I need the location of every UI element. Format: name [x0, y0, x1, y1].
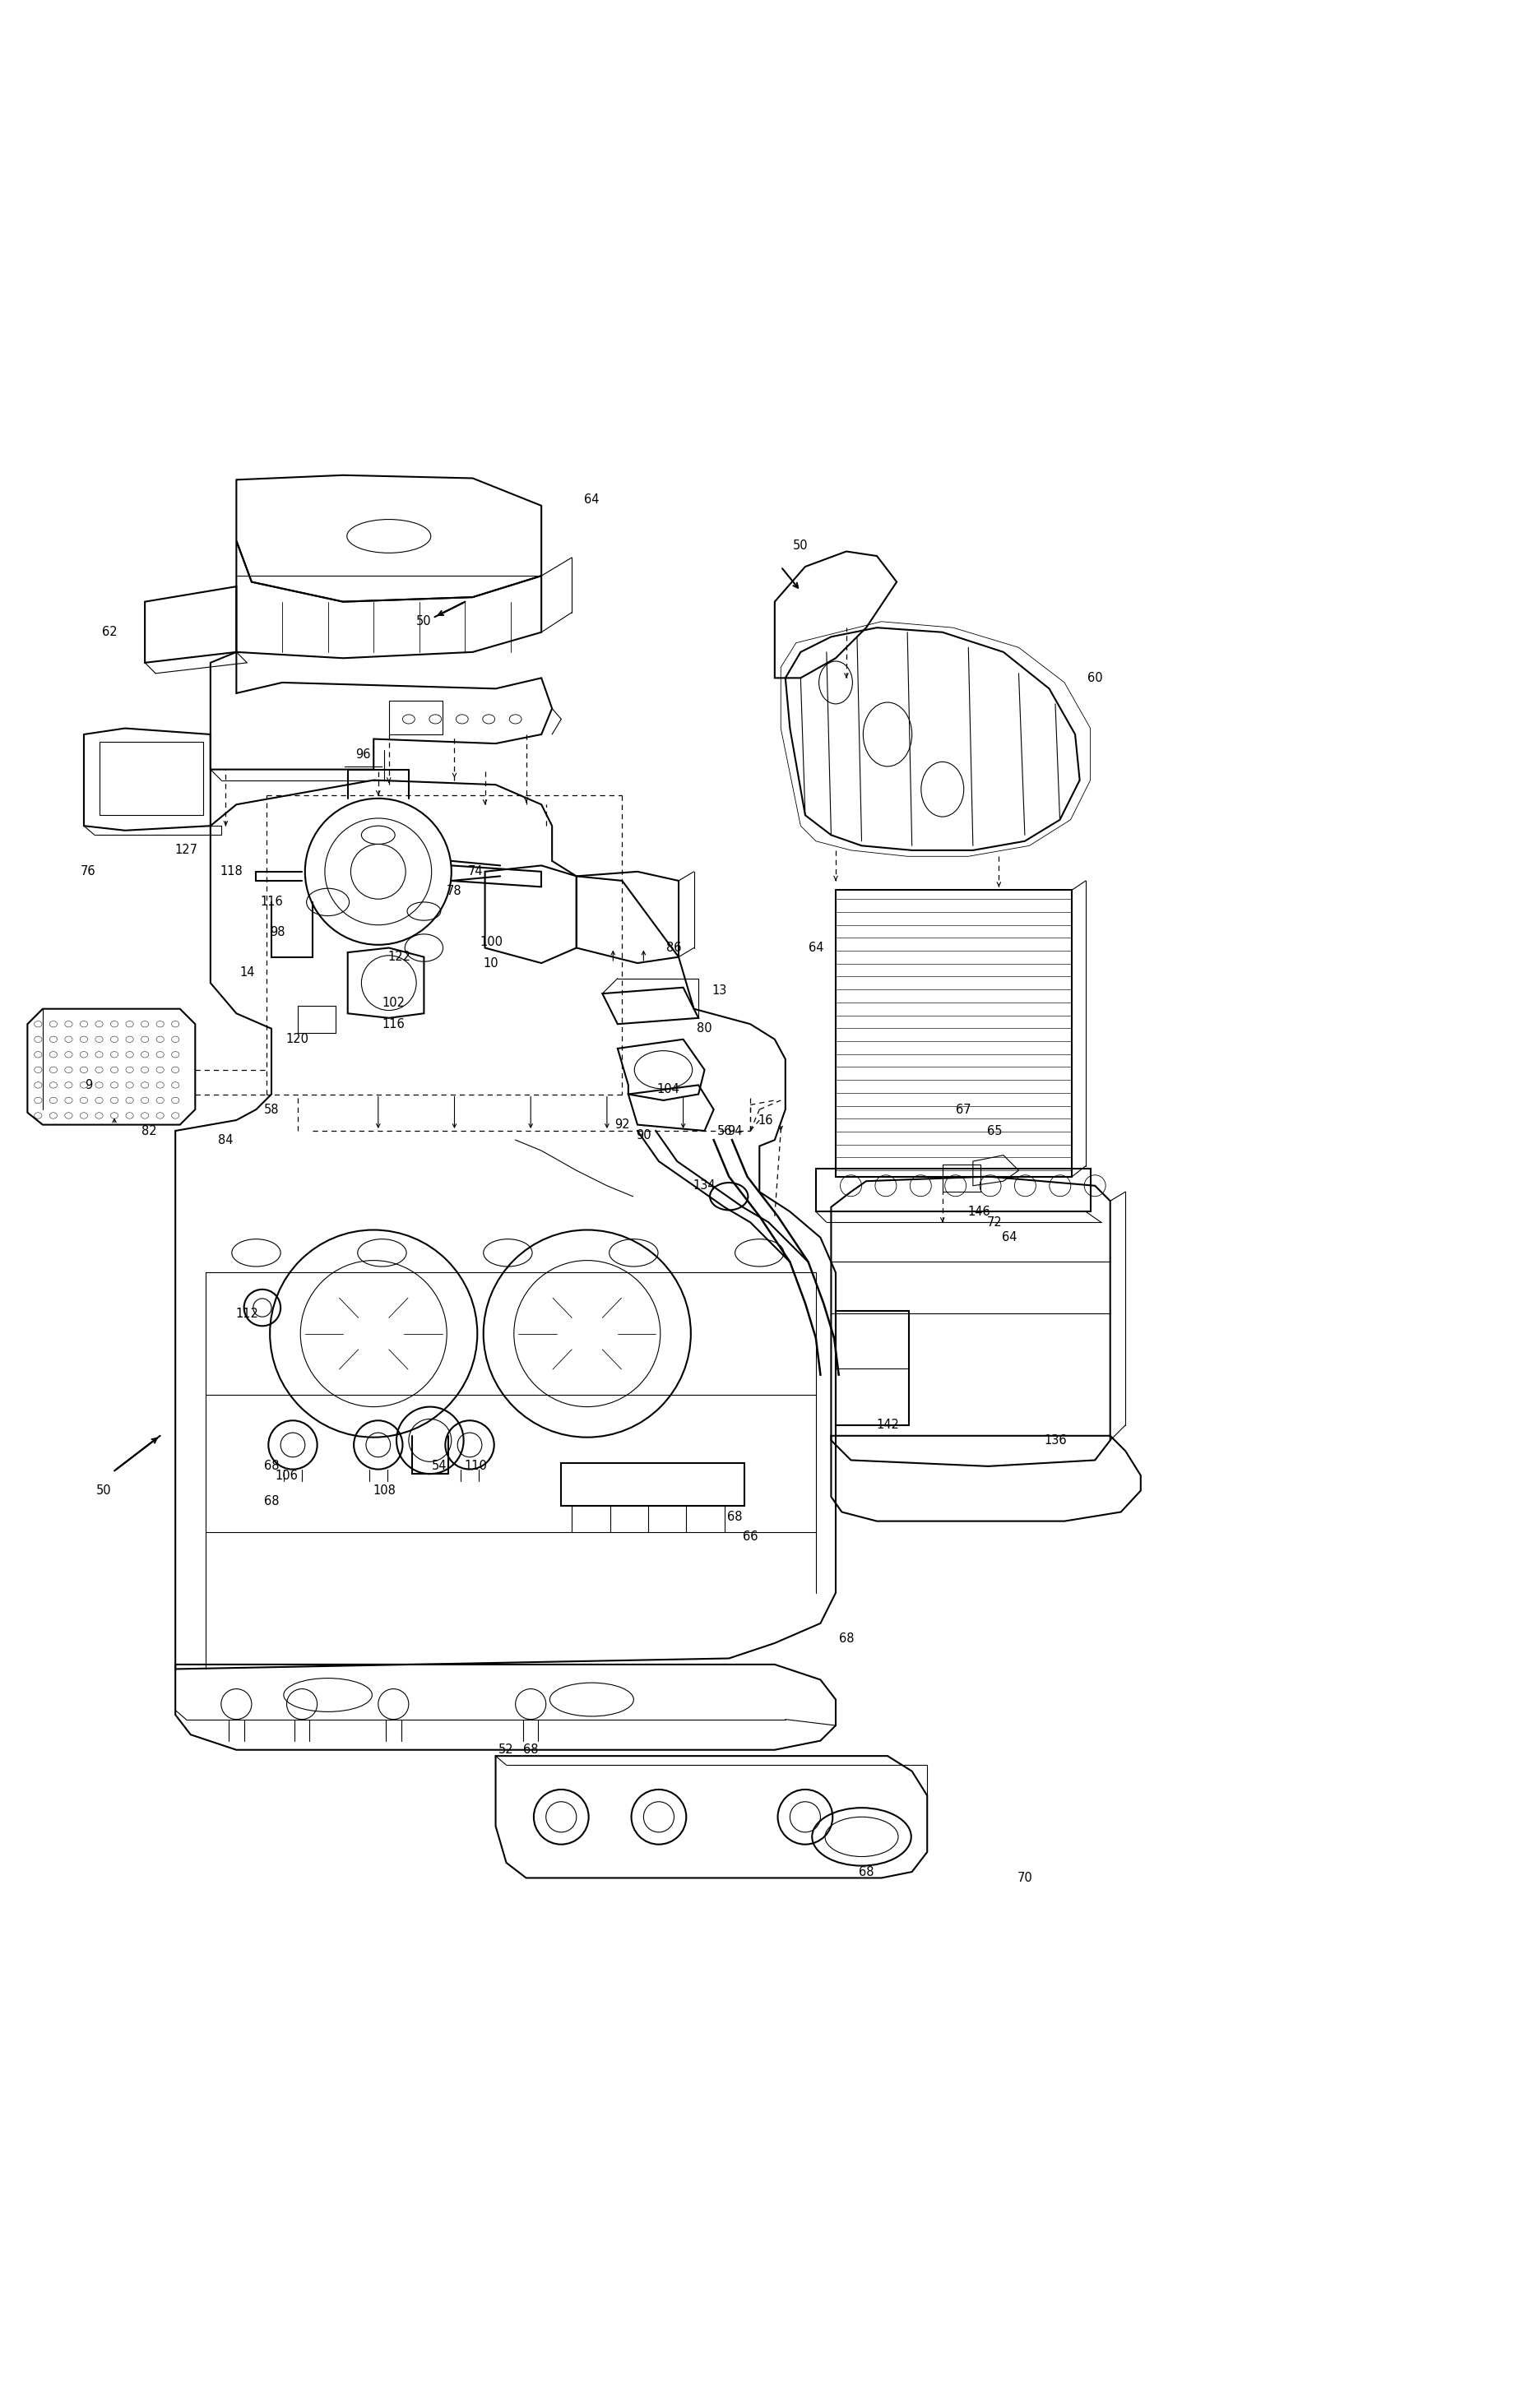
Text: 142: 142	[875, 1418, 900, 1430]
Text: 118: 118	[221, 864, 242, 879]
Text: 65: 65	[987, 1125, 1002, 1137]
Text: 10: 10	[483, 956, 499, 970]
Text: 58: 58	[264, 1103, 279, 1115]
Bar	[297, 1007, 336, 1033]
Text: 68: 68	[839, 1633, 854, 1645]
Text: 52: 52	[499, 1743, 514, 1755]
Text: 120: 120	[285, 1033, 310, 1045]
Text: 110: 110	[464, 1459, 488, 1471]
Text: 50: 50	[416, 616, 432, 628]
Text: 9: 9	[85, 1079, 92, 1091]
Text: 74: 74	[468, 864, 483, 879]
Text: 86: 86	[666, 942, 682, 954]
Text: 14: 14	[239, 966, 255, 978]
Text: 90: 90	[636, 1129, 651, 1141]
Text: 68: 68	[523, 1743, 538, 1755]
Text: 70: 70	[1017, 1871, 1032, 1883]
Text: 68: 68	[859, 1866, 874, 1878]
Text: 94: 94	[727, 1125, 743, 1137]
Text: 106: 106	[274, 1469, 299, 1481]
Text: 56: 56	[717, 1125, 732, 1137]
Bar	[561, 1464, 744, 1505]
Text: 72: 72	[987, 1216, 1002, 1228]
Text: 146: 146	[968, 1206, 990, 1218]
Text: 96: 96	[355, 749, 371, 761]
Text: 76: 76	[81, 864, 96, 879]
Bar	[836, 891, 1072, 1178]
Text: 64: 64	[1002, 1230, 1017, 1243]
Text: 68: 68	[264, 1459, 279, 1471]
Text: 116: 116	[383, 1019, 404, 1031]
Text: 78: 78	[447, 886, 462, 898]
Text: 122: 122	[387, 951, 412, 963]
Text: 68: 68	[264, 1495, 279, 1507]
Text: 13: 13	[712, 985, 727, 997]
Text: 60: 60	[1087, 672, 1103, 684]
Text: 84: 84	[218, 1134, 233, 1146]
Text: 54: 54	[432, 1459, 447, 1471]
Text: 136: 136	[1045, 1435, 1066, 1447]
Text: 100: 100	[479, 937, 503, 949]
Bar	[99, 742, 203, 816]
Text: 108: 108	[372, 1483, 396, 1498]
Bar	[389, 701, 442, 734]
Text: 67: 67	[956, 1103, 971, 1115]
Text: 92: 92	[615, 1120, 630, 1132]
Text: 62: 62	[102, 626, 117, 638]
Text: 64: 64	[808, 942, 824, 954]
Text: 102: 102	[381, 997, 406, 1009]
Text: 50: 50	[96, 1483, 111, 1498]
Bar	[816, 1168, 1090, 1211]
Text: 66: 66	[743, 1529, 758, 1544]
Bar	[942, 1165, 981, 1192]
Text: 116: 116	[261, 896, 282, 908]
Text: 112: 112	[235, 1308, 259, 1320]
Text: 127: 127	[174, 845, 198, 857]
Bar	[836, 1310, 909, 1426]
Text: 82: 82	[142, 1125, 157, 1137]
Text: 64: 64	[584, 494, 599, 506]
Text: 134: 134	[694, 1180, 715, 1192]
Text: 80: 80	[697, 1023, 712, 1035]
Text: 98: 98	[270, 927, 285, 939]
Text: 104: 104	[656, 1084, 680, 1096]
Text: 50: 50	[793, 539, 808, 551]
Text: 68: 68	[727, 1510, 743, 1522]
Text: 16: 16	[758, 1115, 773, 1127]
